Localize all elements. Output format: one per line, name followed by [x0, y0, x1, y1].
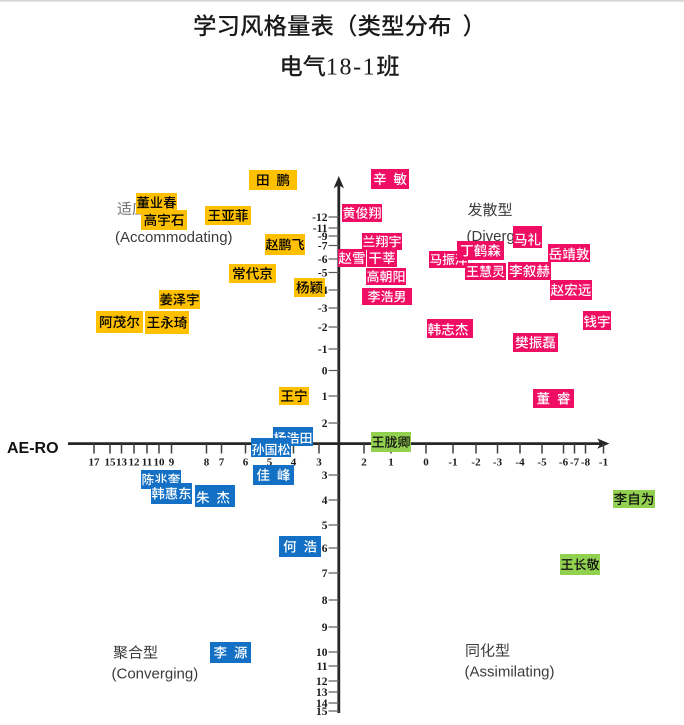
svg-text:(Assimilating): (Assimilating) — [465, 663, 555, 680]
svg-text:-6: -6 — [559, 457, 569, 469]
svg-text:-3: -3 — [493, 457, 503, 469]
svg-text:9: 9 — [169, 457, 175, 469]
svg-text:2: 2 — [361, 457, 367, 469]
svg-text:-5: -5 — [537, 457, 547, 469]
svg-text:11: 11 — [142, 457, 152, 469]
svg-text:-8: -8 — [581, 457, 591, 469]
svg-text:3: 3 — [322, 470, 328, 482]
svg-text:13: 13 — [116, 457, 128, 469]
svg-text:5: 5 — [322, 520, 328, 532]
svg-text:9: 9 — [322, 622, 328, 634]
svg-text:11: 11 — [317, 661, 328, 673]
svg-text:4: 4 — [291, 457, 297, 469]
svg-text:6: 6 — [322, 543, 328, 555]
svg-text:-2: -2 — [318, 322, 328, 334]
svg-text:-7: -7 — [318, 240, 328, 252]
svg-text:14: 14 — [316, 698, 328, 710]
svg-text:-11: -11 — [313, 223, 328, 235]
svg-text:0: 0 — [322, 365, 328, 377]
svg-text:18-1: 18-1 — [326, 55, 376, 81]
svg-text:15: 15 — [105, 457, 117, 469]
svg-text:-3: -3 — [318, 303, 328, 315]
svg-text:10: 10 — [316, 647, 328, 659]
svg-text:7: 7 — [219, 457, 225, 469]
svg-text:-9: -9 — [318, 231, 328, 243]
svg-text:15: 15 — [316, 706, 328, 718]
svg-text:0: 0 — [423, 457, 429, 469]
svg-text:-6: -6 — [318, 254, 328, 266]
svg-text:-5: -5 — [318, 267, 328, 279]
svg-text:-1: -1 — [448, 457, 457, 469]
svg-text:-12: -12 — [312, 212, 328, 224]
svg-text:4: 4 — [322, 495, 328, 507]
svg-text:13: 13 — [316, 687, 328, 699]
svg-text:2: 2 — [322, 418, 328, 430]
svg-text:(Accommodating): (Accommodating) — [115, 229, 233, 246]
svg-text:5: 5 — [267, 457, 273, 469]
svg-text:-7: -7 — [570, 457, 580, 469]
svg-text:6: 6 — [243, 457, 249, 469]
svg-text:8: 8 — [204, 457, 210, 469]
svg-text:-1: -1 — [318, 344, 328, 356]
svg-text:12: 12 — [129, 457, 141, 469]
svg-text:(Converging): (Converging) — [112, 665, 199, 682]
svg-text:8: 8 — [322, 595, 328, 607]
svg-text:10: 10 — [154, 457, 166, 469]
svg-text:7: 7 — [322, 568, 328, 580]
svg-text:1: 1 — [322, 391, 328, 403]
svg-text:-2: -2 — [471, 457, 481, 469]
svg-text:1: 1 — [388, 457, 394, 469]
svg-text:AE-RO: AE-RO — [7, 440, 59, 457]
svg-text:17: 17 — [89, 457, 101, 469]
svg-text:12: 12 — [316, 676, 328, 688]
svg-text:3: 3 — [316, 457, 322, 469]
svg-text:-1: -1 — [599, 457, 608, 469]
svg-text:-4: -4 — [515, 457, 525, 469]
